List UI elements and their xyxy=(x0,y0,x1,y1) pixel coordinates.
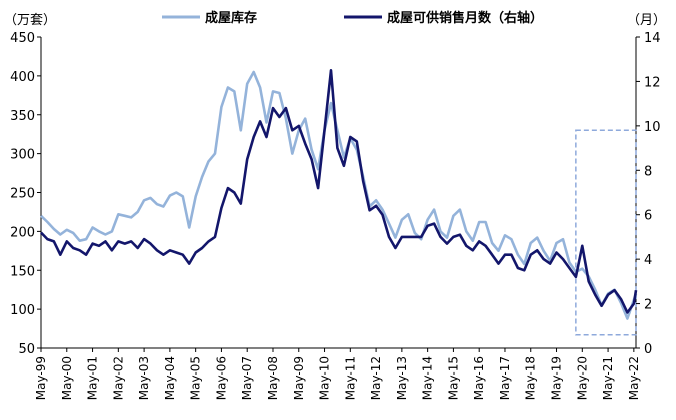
x-axis: May-99 May-00 May-01 May-02 May-03 May-04 May-… xyxy=(34,348,641,400)
x-tick-label: May-13 xyxy=(395,356,409,400)
left-y-axis: 50 100 150 200 250 300 350 400 450 xyxy=(10,31,41,357)
x-tick-label: May-14 xyxy=(421,356,435,400)
x-tick-label: May-99 xyxy=(34,356,48,400)
x-tick-label: May-02 xyxy=(111,356,125,400)
left-axis-unit: （万套） xyxy=(4,12,56,28)
x-tick-label: May-21 xyxy=(601,356,615,400)
right-tick-label: 8 xyxy=(644,164,652,179)
left-tick-label: 250 xyxy=(10,187,35,202)
right-tick-label: 0 xyxy=(644,342,652,357)
x-tick-label: May-09 xyxy=(292,356,306,400)
right-tick-label: 6 xyxy=(644,209,652,224)
x-tick-label: May-12 xyxy=(369,356,383,400)
legend-label-months-supply: 成屋可供销售月数（右轴） xyxy=(387,10,543,26)
left-tick-label: 450 xyxy=(10,31,35,46)
right-tick-label: 10 xyxy=(644,120,661,135)
x-tick-label: May-22 xyxy=(627,356,641,400)
series-line-months-supply xyxy=(40,69,638,314)
x-tick-label: May-10 xyxy=(318,356,332,400)
right-tick-label: 12 xyxy=(644,75,661,90)
left-tick-label: 400 xyxy=(10,70,35,85)
x-tick-label: May-07 xyxy=(240,356,254,400)
left-tick-label: 200 xyxy=(10,225,35,240)
left-tick-label: 50 xyxy=(18,342,35,357)
x-tick-label: May-17 xyxy=(498,356,512,400)
right-tick-label: 2 xyxy=(644,298,652,313)
x-tick-label: May-04 xyxy=(163,356,177,400)
highlight-rect xyxy=(575,129,637,336)
legend-label-inventory: 成屋库存 xyxy=(205,10,257,26)
x-tick-label: May-19 xyxy=(550,356,564,400)
legend: 成屋库存 成屋可供销售月数（右轴） xyxy=(162,10,543,26)
series-line-inventory xyxy=(40,70,638,320)
left-tick-label: 150 xyxy=(10,264,35,279)
left-tick-label: 100 xyxy=(10,303,35,318)
x-tick-label: May-20 xyxy=(575,356,589,400)
x-tick-label: May-11 xyxy=(343,356,357,400)
highlight-box xyxy=(575,129,637,336)
x-tick-label: May-18 xyxy=(524,356,538,400)
x-tick-label: May-06 xyxy=(214,356,228,400)
x-tick-label: May-00 xyxy=(60,356,74,400)
series-lines xyxy=(40,69,638,320)
x-tick-label: May-15 xyxy=(446,356,460,400)
plot-area-frame xyxy=(40,37,637,349)
right-axis-unit: （月） xyxy=(627,13,666,28)
x-tick-label: May-05 xyxy=(189,356,203,400)
right-tick-label: 14 xyxy=(644,31,661,46)
right-y-axis: 0 2 4 6 8 10 12 14 xyxy=(636,31,661,357)
x-tick-label: May-01 xyxy=(86,356,100,400)
x-tick-label: May-03 xyxy=(137,356,151,400)
x-tick-label: May-16 xyxy=(472,356,486,400)
x-tick-label: May-08 xyxy=(266,356,280,400)
right-tick-label: 4 xyxy=(644,253,652,268)
left-tick-label: 300 xyxy=(10,148,35,163)
left-tick-label: 350 xyxy=(10,109,35,124)
